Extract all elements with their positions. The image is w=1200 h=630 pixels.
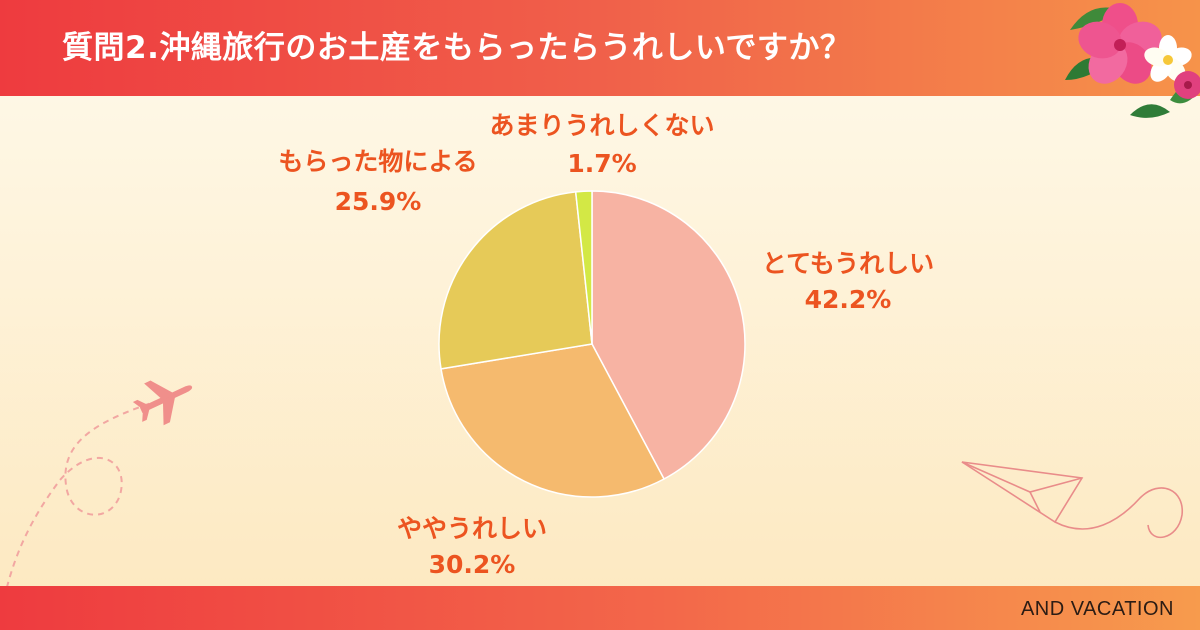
slice-label-2: ややうれしい [397,514,547,543]
slice-value-3: 25.9% [335,187,422,216]
brand-name: AND VACATION [1020,598,1174,620]
dashed-flight-path [0,399,161,621]
footer-bar: AND VACATION [0,586,1200,630]
hibiscus-flower-icon [1065,3,1200,118]
pie-slice-3 [438,191,593,370]
pie-slice-1 [591,190,746,481]
airplane-icon [132,380,193,426]
paper-plane-icon [961,461,1183,539]
page-title: 質問2.沖縄旅行のお土産をもらったらうれしいですか？ [62,30,852,66]
slice-label-3: もらった物による [278,147,477,176]
slice-value-4: 1.7% [567,149,636,178]
slice-label-4: あまりうれしくない [489,111,714,140]
slice-value-2: 30.2% [429,550,516,579]
pie-slice-4 [574,190,593,345]
slice-value-1: 42.2% [805,285,892,314]
pie-slice-2 [440,343,666,498]
title-bar: 質問2.沖縄旅行のお土産をもらったらうれしいですか？ [0,0,1200,96]
slice-label-1: とてもうれしい [762,249,934,278]
